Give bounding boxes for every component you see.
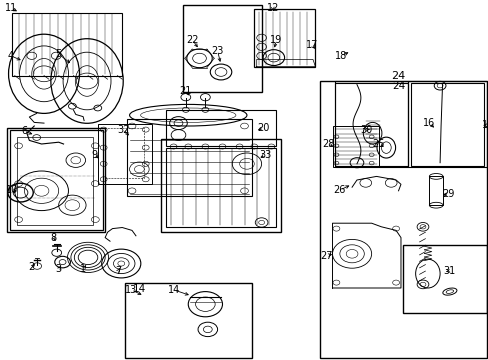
Text: 24: 24: [390, 71, 405, 81]
Bar: [7, 128, 105, 232]
Text: 15: 15: [481, 120, 488, 130]
Bar: [254, 9, 315, 67]
Text: 17: 17: [305, 40, 318, 50]
Text: 14: 14: [132, 284, 146, 294]
Text: 7: 7: [115, 266, 121, 276]
Bar: [428, 176, 442, 205]
Bar: [320, 81, 486, 358]
Bar: [17, 137, 93, 225]
Text: 21: 21: [179, 86, 192, 96]
Text: 31: 31: [443, 266, 455, 276]
Bar: [98, 124, 151, 184]
Text: 11: 11: [4, 3, 17, 13]
Text: 16: 16: [422, 118, 435, 128]
Bar: [10, 130, 102, 230]
Bar: [105, 128, 144, 178]
Bar: [332, 126, 378, 167]
Bar: [124, 283, 251, 358]
Text: 22: 22: [185, 35, 198, 45]
Text: 28: 28: [322, 139, 334, 149]
Text: 3: 3: [56, 264, 61, 274]
Bar: [334, 81, 407, 167]
Text: 12: 12: [266, 3, 279, 13]
Text: 20: 20: [256, 123, 269, 133]
Text: 33: 33: [258, 150, 271, 160]
Text: 26: 26: [333, 185, 346, 195]
Bar: [166, 110, 276, 146]
Text: 2: 2: [29, 262, 35, 272]
Bar: [334, 83, 407, 166]
Text: 5: 5: [56, 49, 61, 59]
Text: 25: 25: [372, 139, 385, 149]
Bar: [166, 148, 276, 227]
Text: 24: 24: [391, 81, 405, 91]
Text: 19: 19: [269, 35, 282, 45]
Text: 9: 9: [91, 150, 97, 160]
Text: 13: 13: [124, 285, 137, 295]
Bar: [12, 13, 122, 76]
Bar: [127, 119, 251, 196]
Bar: [403, 245, 486, 313]
Text: 23: 23: [211, 46, 224, 56]
Text: 4: 4: [8, 51, 14, 61]
Bar: [183, 5, 261, 92]
Text: 14: 14: [167, 285, 180, 295]
Text: 29: 29: [442, 189, 454, 199]
Bar: [407, 81, 486, 167]
Text: 10: 10: [5, 185, 18, 195]
Text: 32: 32: [117, 125, 129, 135]
Text: 1: 1: [80, 264, 86, 274]
Text: 18: 18: [334, 51, 347, 61]
Text: 30: 30: [360, 125, 372, 135]
Bar: [410, 83, 483, 166]
Text: 6: 6: [21, 126, 27, 136]
Text: 27: 27: [320, 251, 332, 261]
Text: 8: 8: [51, 233, 57, 243]
Bar: [161, 139, 281, 232]
